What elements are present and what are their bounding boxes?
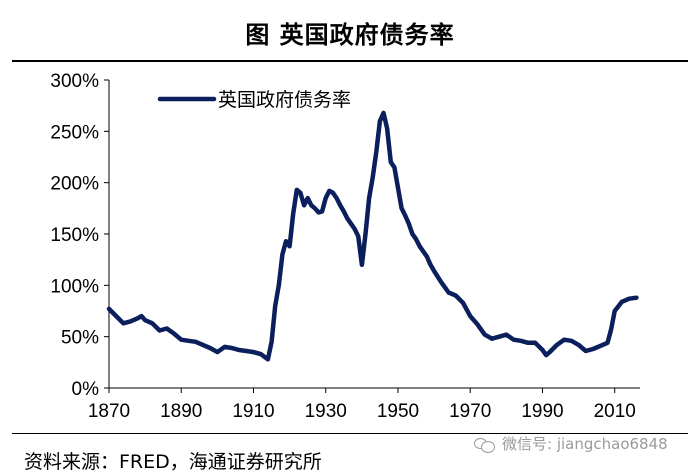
y-tick-label: 200% — [50, 174, 99, 195]
x-tick-label: 1910 — [232, 401, 274, 422]
x-tick-label: 1970 — [449, 401, 491, 422]
chart-title: 图 英国政府债务率 — [245, 19, 455, 49]
x-tick-label: 2010 — [594, 401, 636, 422]
wechat-icon — [474, 436, 496, 453]
watermark: 微信号: jiangchao6848 — [474, 433, 668, 454]
x-tick-label: 1990 — [521, 401, 563, 422]
footer-divider — [12, 433, 688, 434]
watermark-text: 微信号: jiangchao6848 — [502, 435, 668, 453]
x-tick-label: 1870 — [88, 401, 130, 422]
y-tick-label: 0% — [72, 379, 100, 400]
series-line — [106, 110, 639, 362]
y-tick-label: 300% — [50, 71, 99, 92]
x-tick-label: 1890 — [160, 401, 202, 422]
y-tick-label: 250% — [50, 122, 99, 143]
y-tick-label: 100% — [50, 276, 99, 297]
x-tick-label: 1930 — [305, 401, 347, 422]
source-note: 资料来源：FRED，海通证券研究所 — [24, 451, 322, 473]
x-tick-label: 1950 — [377, 401, 419, 422]
chart-title-bar: 图 英国政府债务率 — [12, 4, 688, 62]
y-tick-label: 150% — [50, 225, 99, 246]
legend-label: 英国政府债务率 — [218, 89, 351, 111]
y-tick-label: 50% — [61, 328, 99, 349]
